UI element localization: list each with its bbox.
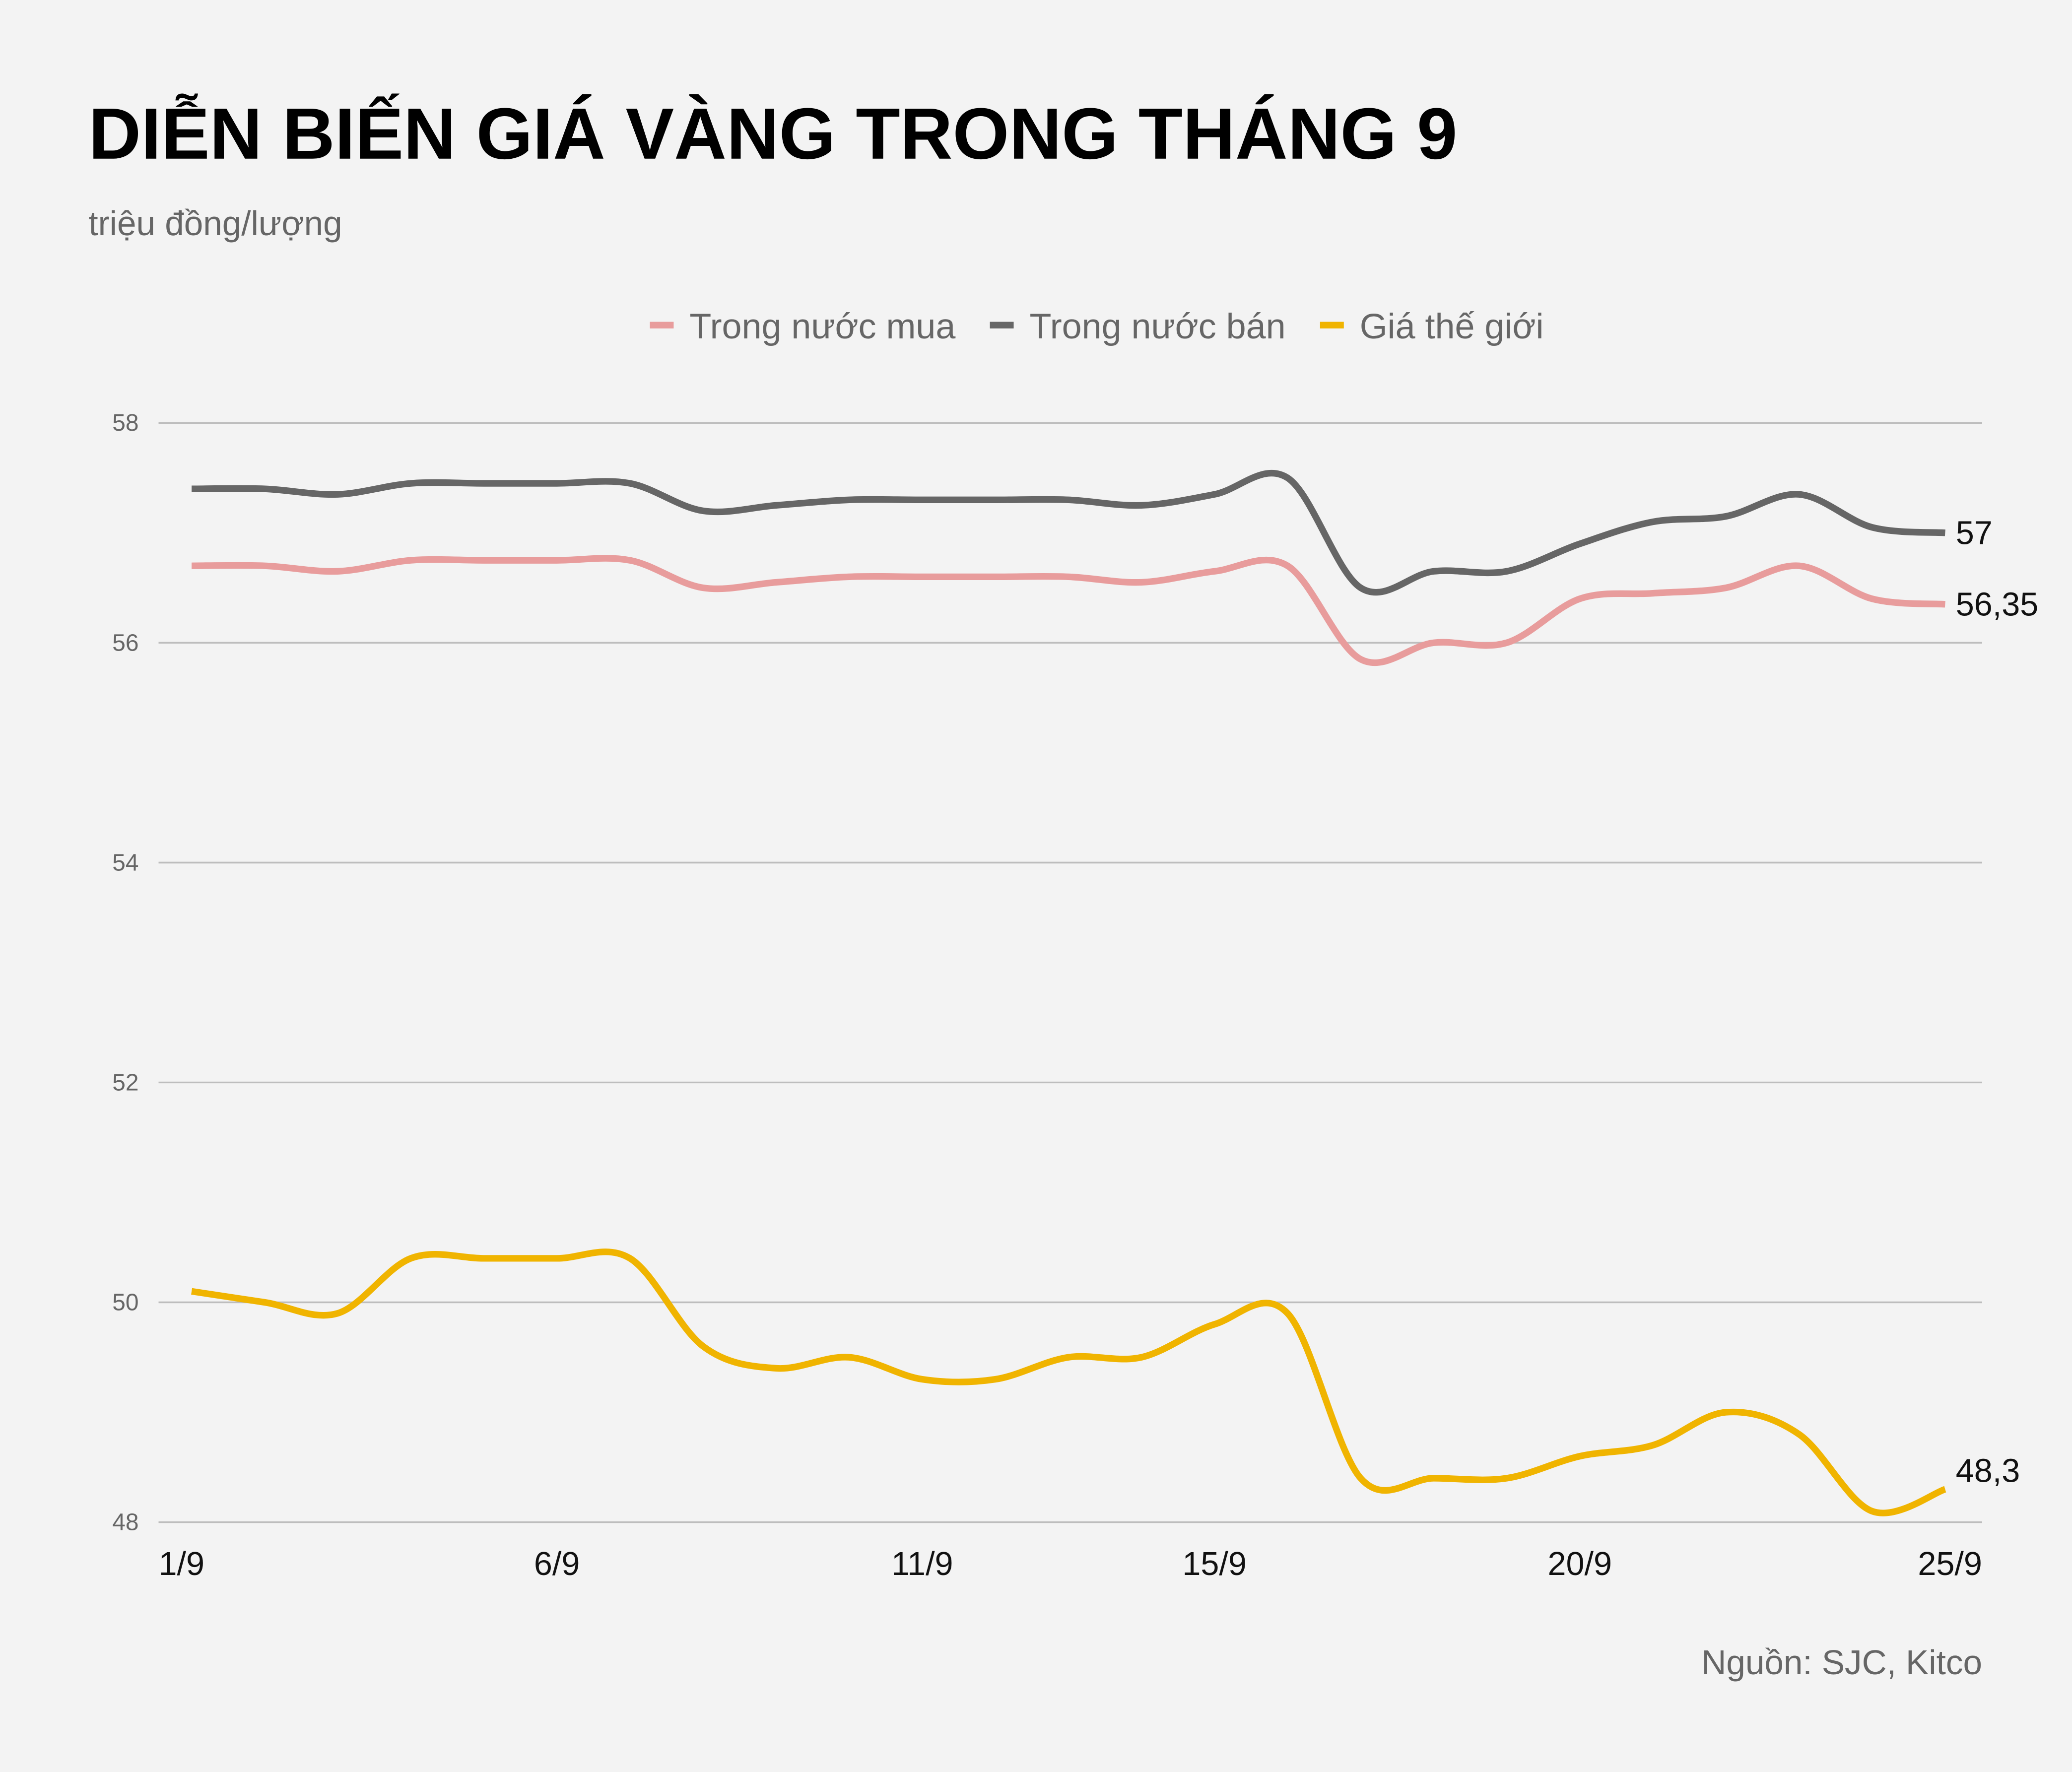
chart-subtitle: triệu đồng/lượng: [88, 204, 342, 243]
x-tick-label: 11/9: [891, 1546, 953, 1582]
line-series: [192, 469, 1945, 596]
y-tick-label: 48: [112, 1509, 138, 1536]
chart-title: DIỄN BIẾN GIÁ VÀNG TRONG THÁNG 9: [88, 93, 1457, 175]
source-note: Nguồn: SJC, Kitco: [1701, 1643, 1982, 1682]
value-label: 56,35: [1956, 587, 2039, 623]
value-label: 57: [1956, 515, 1993, 552]
y-tick-label: 52: [112, 1069, 138, 1096]
legend-label: Giá thế giới: [1360, 307, 1544, 346]
line-series: [191, 1248, 1946, 1516]
y-tick-label: 54: [112, 850, 138, 876]
y-tick-label: 58: [112, 410, 138, 436]
x-tick-label: 15/9: [1182, 1546, 1247, 1582]
x-tick-label: 6/9: [534, 1546, 580, 1582]
y-tick-label: 56: [112, 630, 138, 656]
y-tick-label: 50: [112, 1289, 138, 1315]
x-tick-label: 20/9: [1548, 1546, 1612, 1582]
x-tick-label: 25/9: [1918, 1546, 1982, 1582]
value-label: 48,3: [1956, 1453, 2020, 1490]
line-series: [192, 555, 1945, 666]
x-tick-label: 1/9: [159, 1546, 205, 1582]
legend-label: Trong nước mua: [689, 307, 955, 346]
legend-label: Trong nước bán: [1029, 307, 1285, 346]
